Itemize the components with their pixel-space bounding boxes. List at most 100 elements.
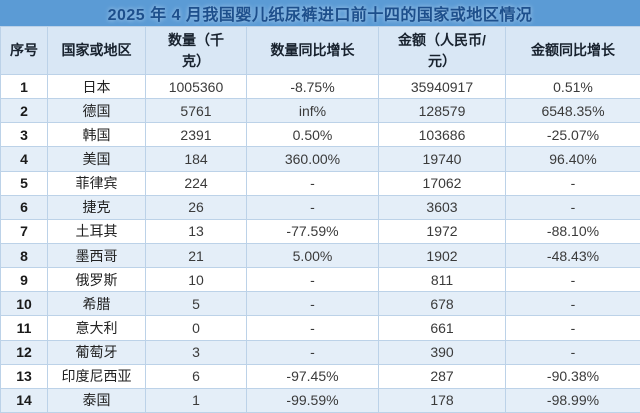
- serial-cell: 13: [0, 363, 48, 389]
- quantity-yoy-cell: -: [246, 291, 379, 317]
- amount-yoy-cell: 6548.35%: [505, 98, 640, 124]
- import-data-table: 序号 国家或地区 数量（千克） 数量同比增长 金额（人民币/元） 金额同比增长 …: [0, 26, 640, 413]
- amount-cell: 661: [378, 315, 506, 341]
- serial-cell: 8: [0, 242, 48, 269]
- amount-cell: 811: [378, 267, 506, 293]
- serial-cell: 4: [0, 146, 48, 172]
- amount-yoy-cell: -: [505, 267, 640, 293]
- country-cell: 印度尼西亚: [47, 363, 146, 389]
- table-row: 9 俄罗斯 10-811-: [0, 267, 640, 293]
- quantity-yoy-cell: -: [246, 339, 379, 365]
- country-cell: 墨西哥: [47, 242, 146, 269]
- amount-yoy-cell: -: [505, 291, 640, 317]
- country-cell: 美国: [47, 146, 146, 172]
- quantity-yoy-column-label: 数量同比增长: [270, 42, 355, 59]
- quantity-yoy-cell: -: [246, 315, 379, 341]
- quantity-yoy-cell: -99.59%: [246, 387, 379, 413]
- quantity-yoy-cell: 0.50%: [246, 122, 379, 148]
- amount-yoy-cell: -98.99%: [505, 387, 640, 413]
- country-cell: 菲律宾: [47, 170, 146, 196]
- amount-cell: 390: [378, 339, 506, 365]
- table-row: 12 葡萄牙 3-390-: [0, 339, 640, 365]
- quantity-cell: 1: [145, 387, 247, 413]
- amount-cell: 1972: [378, 218, 506, 244]
- table-row: 6 捷克 26-3603-: [0, 194, 640, 220]
- amount-yoy-cell: -48.43%: [505, 242, 640, 269]
- quantity-column-label: 数量（千克）: [168, 32, 224, 69]
- header-row: 序号 国家或地区 数量（千克） 数量同比增长 金额（人民币/元） 金额同比增长: [0, 26, 640, 75]
- country-cell: 土耳其: [47, 218, 146, 244]
- quantity-yoy-cell: -97.45%: [246, 363, 379, 389]
- amount-yoy-cell: 0.51%: [505, 73, 640, 100]
- quantity-column-header: 数量（千克）: [145, 26, 247, 75]
- quantity-yoy-cell: -: [246, 267, 379, 293]
- quantity-cell: 224: [145, 170, 247, 196]
- quantity-cell: 2391: [145, 122, 247, 148]
- country-cell: 捷克: [47, 194, 146, 220]
- amount-cell: 1902: [378, 242, 506, 269]
- amount-yoy-cell: -: [505, 194, 640, 220]
- quantity-cell: 1005360: [145, 73, 247, 100]
- serial-cell: 10: [0, 291, 48, 317]
- serial-cell: 2: [0, 98, 48, 124]
- quantity-cell: 184: [145, 146, 247, 172]
- amount-column-header: 金额（人民币/元）: [378, 26, 506, 75]
- table-row: 5 菲律宾 224-17062-: [0, 170, 640, 196]
- quantity-cell: 5: [145, 291, 247, 317]
- amount-yoy-cell: -: [505, 315, 640, 341]
- country-cell: 葡萄牙: [47, 339, 146, 365]
- amount-yoy-cell: -: [505, 339, 640, 365]
- country-cell: 俄罗斯: [47, 267, 146, 293]
- quantity-cell: 5761: [145, 98, 247, 124]
- amount-cell: 103686: [378, 122, 506, 148]
- country-cell: 韩国: [47, 122, 146, 148]
- table-row: 14 泰国 1 -99.59% 178 -98.99%: [0, 387, 640, 413]
- serial-cell: 1: [0, 73, 48, 100]
- quantity-yoy-cell: -: [246, 170, 379, 196]
- amount-yoy-cell: -90.38%: [505, 363, 640, 389]
- quantity-yoy-column-header: 数量同比增长: [246, 26, 379, 75]
- quantity-yoy-cell: -: [246, 194, 379, 220]
- serial-cell: 5: [0, 170, 48, 196]
- table-row: 3 韩国 2391 0.50% 103686 -25.07%: [0, 122, 640, 148]
- table-row: 4 美国 184 360.00% 19740 96.40%: [0, 146, 640, 172]
- quantity-cell: 3: [145, 339, 247, 365]
- serial-cell: 3: [0, 122, 48, 148]
- amount-yoy-column-header: 金额同比增长: [505, 26, 640, 75]
- amount-yoy-cell: 96.40%: [505, 146, 640, 172]
- amount-cell: 178: [378, 387, 506, 413]
- serial-cell: 7: [0, 218, 48, 244]
- quantity-cell: 13: [145, 218, 247, 244]
- serial-cell: 11: [0, 315, 48, 341]
- serial-cell: 9: [0, 267, 48, 293]
- country-column-label: 国家或地区: [61, 42, 132, 59]
- table-row: 1 日本 1005360 -8.75% 35940917 0.51%: [0, 73, 640, 100]
- quantity-yoy-cell: inf%: [246, 98, 379, 124]
- quantity-cell: 6: [145, 363, 247, 389]
- amount-cell: 678: [378, 291, 506, 317]
- quantity-yoy-cell: 5.00%: [246, 242, 379, 269]
- table-body: 1 日本 1005360 -8.75% 35940917 0.51% 2 德国 5761 inf%…: [0, 73, 640, 413]
- table-row: 11 意大利 0-661-: [0, 315, 640, 341]
- serial-column-label: 序号: [10, 42, 38, 59]
- serial-column-header: 序号: [0, 26, 48, 75]
- country-cell: 希腊: [47, 291, 146, 317]
- quantity-cell: 0: [145, 315, 247, 341]
- quantity-yoy-cell: -8.75%: [246, 73, 379, 100]
- quantity-cell: 10: [145, 267, 247, 293]
- amount-cell: 35940917: [378, 73, 506, 100]
- quantity-yoy-cell: -77.59%: [246, 218, 379, 244]
- amount-cell: 19740: [378, 146, 506, 172]
- country-cell: 泰国: [47, 387, 146, 413]
- quantity-yoy-cell: 360.00%: [246, 146, 379, 172]
- table-row: 13 印度尼西亚 6 -97.45% 287 -90.38%: [0, 363, 640, 389]
- table-header: 序号 国家或地区 数量（千克） 数量同比增长 金额（人民币/元） 金额同比增长: [0, 26, 640, 75]
- amount-column-label: 金额（人民币/元）: [398, 32, 486, 69]
- amount-yoy-column-label: 金额同比增长: [531, 42, 615, 59]
- table-row: 7 土耳其 13 -77.59% 1972 -88.10%: [0, 218, 640, 244]
- amount-cell: 3603: [378, 194, 506, 220]
- amount-yoy-cell: -88.10%: [505, 218, 640, 244]
- serial-cell: 12: [0, 339, 48, 365]
- table-title: 2025 年 4 月我国婴儿纸尿裤进口前十四的国家或地区情况: [0, 0, 640, 26]
- amount-cell: 128579: [378, 98, 506, 124]
